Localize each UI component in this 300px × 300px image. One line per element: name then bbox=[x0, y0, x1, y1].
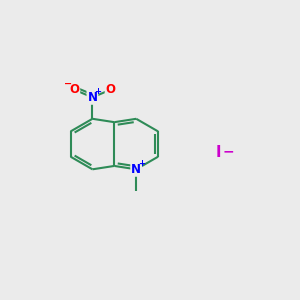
Text: N: N bbox=[88, 91, 98, 104]
Text: +: + bbox=[94, 87, 101, 96]
Text: −: − bbox=[222, 145, 234, 159]
Text: −: − bbox=[64, 79, 72, 89]
Text: O: O bbox=[69, 83, 79, 96]
Text: +: + bbox=[138, 159, 145, 168]
Text: N: N bbox=[131, 163, 141, 176]
Text: O: O bbox=[106, 83, 116, 96]
Text: I: I bbox=[216, 146, 221, 160]
